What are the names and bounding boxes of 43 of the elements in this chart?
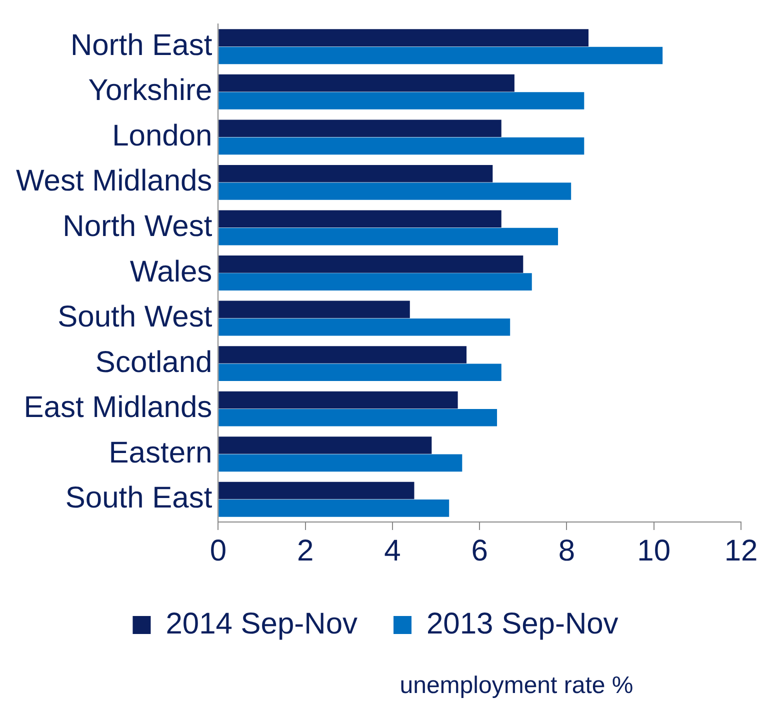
y-tick-label: East Midlands xyxy=(24,391,212,424)
bar xyxy=(218,391,458,409)
legend-label: 2013 Sep-Nov xyxy=(426,607,618,640)
bar xyxy=(218,318,510,336)
bar xyxy=(218,164,493,182)
bar xyxy=(218,137,584,155)
y-tick-label: Scotland xyxy=(95,346,212,379)
y-tick-label: Eastern xyxy=(108,436,212,470)
bar xyxy=(218,210,502,228)
x-tick-label: 6 xyxy=(471,534,488,568)
y-tick-label: West Midlands xyxy=(16,164,212,198)
bar xyxy=(218,46,663,64)
y-tick-label: London xyxy=(112,119,212,152)
y-tick-label: South East xyxy=(65,482,213,515)
bar xyxy=(218,29,589,46)
bar xyxy=(218,482,414,500)
y-tick-label: Wales xyxy=(130,255,212,288)
x-tick-label: 4 xyxy=(384,534,401,568)
bar xyxy=(218,364,502,382)
bar xyxy=(218,300,410,318)
x-tick-label: 12 xyxy=(724,534,758,568)
legend-label: 2014 Sep-Nov xyxy=(166,607,358,640)
bar xyxy=(218,273,532,290)
x-axis-title: unemployment rate % xyxy=(398,672,634,700)
bar xyxy=(218,120,502,138)
bar xyxy=(218,500,450,517)
y-tick-label: Yorkshire xyxy=(88,74,212,108)
y-tick-label: South West xyxy=(58,300,213,334)
x-tick-label: 10 xyxy=(637,534,671,568)
bar xyxy=(218,182,572,200)
bar xyxy=(218,436,432,454)
bar xyxy=(218,74,514,92)
bar xyxy=(218,454,462,472)
bar xyxy=(218,408,498,426)
bar xyxy=(218,256,524,273)
y-tick-label: North West xyxy=(62,210,213,243)
bar xyxy=(218,346,467,364)
bar xyxy=(218,92,584,110)
x-tick-label: 0 xyxy=(210,534,227,568)
x-tick-label: 8 xyxy=(558,534,576,568)
y-tick-label: North East xyxy=(70,28,213,62)
x-tick-label: 2 xyxy=(296,534,314,568)
bar xyxy=(218,228,558,246)
